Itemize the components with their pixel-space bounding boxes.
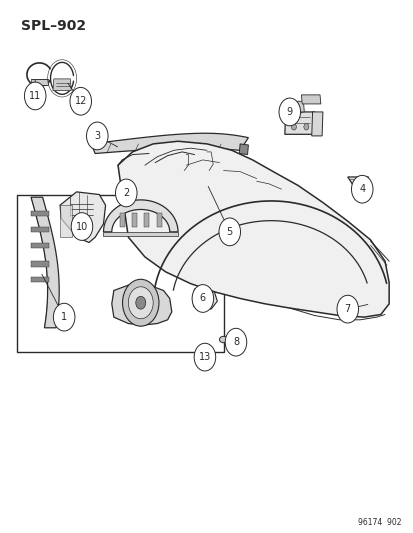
Polygon shape [31,227,49,232]
Polygon shape [60,192,105,243]
Polygon shape [87,133,95,144]
Circle shape [203,344,209,351]
Text: 5: 5 [226,227,233,237]
Circle shape [71,213,93,240]
Polygon shape [294,101,304,112]
Text: 12: 12 [74,96,87,106]
Bar [144,213,149,227]
Polygon shape [311,112,322,136]
Polygon shape [31,211,49,216]
Polygon shape [31,261,49,266]
Ellipse shape [219,336,227,343]
Circle shape [291,124,296,130]
Polygon shape [91,133,248,154]
Text: 7: 7 [344,304,350,314]
Text: 3: 3 [94,131,100,141]
Text: 1: 1 [61,312,67,322]
Text: 96174  902: 96174 902 [357,518,401,527]
Polygon shape [118,141,388,317]
Text: 4: 4 [358,184,364,194]
Circle shape [336,295,358,323]
Bar [119,213,124,227]
Circle shape [115,179,137,207]
Circle shape [225,328,246,356]
Polygon shape [192,289,217,309]
Polygon shape [239,144,248,155]
Circle shape [303,124,308,130]
Circle shape [122,279,159,326]
Circle shape [128,287,153,319]
Polygon shape [60,205,72,237]
Text: 10: 10 [76,222,88,231]
Polygon shape [301,95,320,104]
Circle shape [86,122,108,150]
Text: 9: 9 [286,107,292,117]
Circle shape [53,303,75,331]
Polygon shape [31,197,59,328]
Circle shape [24,82,46,110]
Polygon shape [112,284,171,325]
Bar [132,213,137,227]
Circle shape [218,218,240,246]
Text: 2: 2 [123,188,129,198]
Text: 13: 13 [198,352,211,362]
Polygon shape [347,177,368,200]
Circle shape [135,296,145,309]
Circle shape [351,175,372,203]
Polygon shape [284,112,314,134]
Text: 6: 6 [199,294,205,303]
Bar [157,213,161,227]
Polygon shape [53,79,71,91]
Polygon shape [31,79,48,85]
Text: 8: 8 [233,337,238,347]
FancyBboxPatch shape [17,195,223,352]
Circle shape [192,285,213,312]
Circle shape [194,343,215,371]
Polygon shape [31,277,49,282]
Polygon shape [103,200,178,232]
Circle shape [278,98,300,126]
Text: 11: 11 [29,91,41,101]
Polygon shape [31,243,49,248]
Text: SPL–902: SPL–902 [21,19,85,33]
Circle shape [70,87,91,115]
Polygon shape [103,232,178,236]
